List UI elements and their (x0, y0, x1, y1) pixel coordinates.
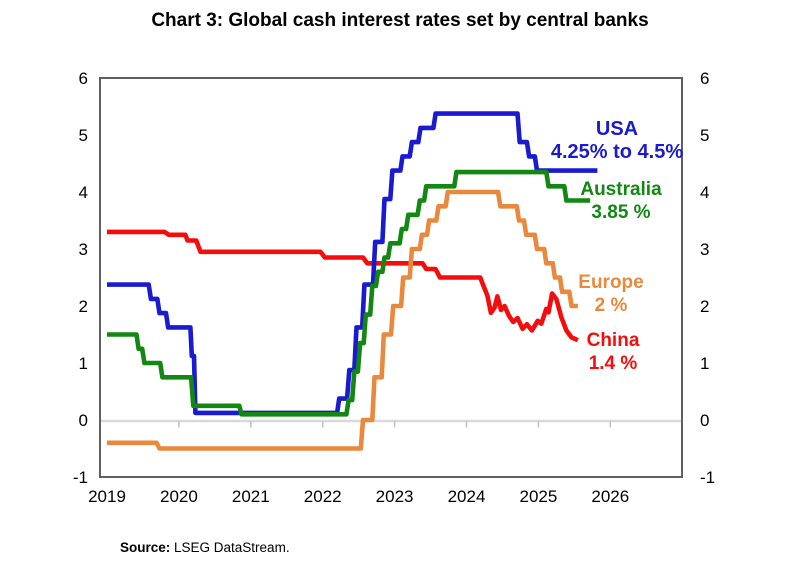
y-axis-tick-label-right: 2 (700, 297, 709, 316)
source-label: Source: (120, 540, 171, 555)
y-axis-tick-label-left: -1 (73, 468, 88, 487)
y-axis-tick-label-right: 4 (700, 183, 709, 202)
series-value-label-europe: 2 % (595, 295, 628, 316)
series-label-usa: USA (596, 118, 638, 140)
series-value-label-usa: 4.25% to 4.5% (551, 141, 684, 163)
x-axis-tick-label: 2021 (232, 487, 270, 506)
source-text: LSEG DataStream. (170, 540, 290, 555)
y-axis-tick-label-left: 0 (79, 411, 88, 430)
y-axis-tick-label-left: 6 (79, 69, 88, 88)
y-axis-tick-label-right: 1 (700, 354, 709, 373)
series-value-label-china: 1.4 % (589, 353, 638, 374)
y-axis-tick-label-right: 5 (700, 126, 709, 145)
y-axis-tick-label-left: 1 (79, 354, 88, 373)
y-axis-tick-label-right: -1 (700, 468, 715, 487)
y-axis-tick-label-left: 4 (79, 183, 88, 202)
series-label-australia: Australia (580, 179, 662, 200)
x-axis-tick-label: 2023 (376, 487, 414, 506)
plot-frame (99, 77, 683, 478)
series-label-europe: Europe (578, 272, 643, 293)
x-axis-tick-label: 2024 (448, 487, 486, 506)
series-label-china: China (587, 330, 640, 351)
series-value-label-australia: 3.85 % (591, 202, 650, 223)
source-line: Source: LSEG DataStream. (120, 540, 290, 555)
y-axis-tick-label-right: 0 (700, 411, 709, 430)
y-axis-tick-label-right: 3 (700, 240, 709, 259)
y-axis-tick-label-left: 3 (79, 240, 88, 259)
y-axis-tick-label-left: 5 (79, 126, 88, 145)
x-axis-tick-label: 2019 (88, 487, 126, 506)
x-axis-tick-label: 2025 (519, 487, 557, 506)
x-axis-tick-label: 2022 (304, 487, 342, 506)
x-axis-tick-label: 2020 (160, 487, 198, 506)
series-line-china (107, 229, 579, 343)
y-axis-tick-label-right: 6 (700, 69, 709, 88)
series-line-australia (107, 169, 591, 417)
chart-title: Chart 3: Global cash interest rates set … (151, 10, 649, 31)
series-line-usa (107, 111, 598, 416)
series-line-europe (107, 189, 578, 451)
x-axis-tick-label: 2026 (591, 487, 629, 506)
y-axis-tick-label-left: 2 (79, 297, 88, 316)
